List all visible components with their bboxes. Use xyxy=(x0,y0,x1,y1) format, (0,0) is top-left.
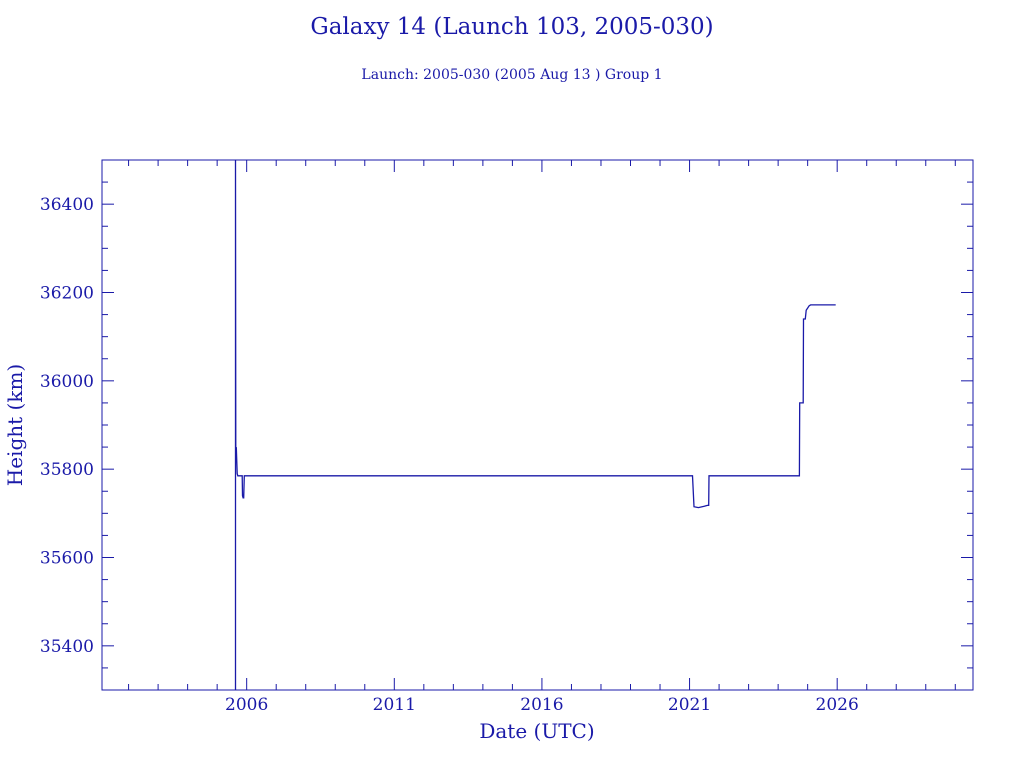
y-tick-label: 35600 xyxy=(40,549,94,569)
chart-title: Galaxy 14 (Launch 103, 2005-030) xyxy=(310,14,714,40)
y-tick-label: 35400 xyxy=(40,637,94,657)
x-tick-label: 2021 xyxy=(668,695,711,715)
plot-frame xyxy=(101,159,974,691)
x-tick-label: 2006 xyxy=(225,695,268,715)
y-tick-label: 35800 xyxy=(40,460,94,480)
y-tick-label: 36200 xyxy=(40,284,94,304)
axis-ticks xyxy=(102,159,973,691)
x-tick-label: 2026 xyxy=(816,695,859,715)
x-axis-title: Date (UTC) xyxy=(479,719,594,743)
height-series-line xyxy=(234,159,836,690)
x-tick-label: 2016 xyxy=(520,695,563,715)
y-axis-title: Height (km) xyxy=(3,364,27,486)
y-tick-label: 36400 xyxy=(40,195,94,215)
axis-tick-labels: 2006 2011 2016 2021 2026 35400 35600 35800 36000… xyxy=(40,195,859,715)
x-tick-label: 2011 xyxy=(373,695,416,715)
chart-subtitle: Launch: 2005-030 (2005 Aug 13 ) Group 1 xyxy=(361,67,663,83)
y-tick-label: 36000 xyxy=(40,372,94,392)
